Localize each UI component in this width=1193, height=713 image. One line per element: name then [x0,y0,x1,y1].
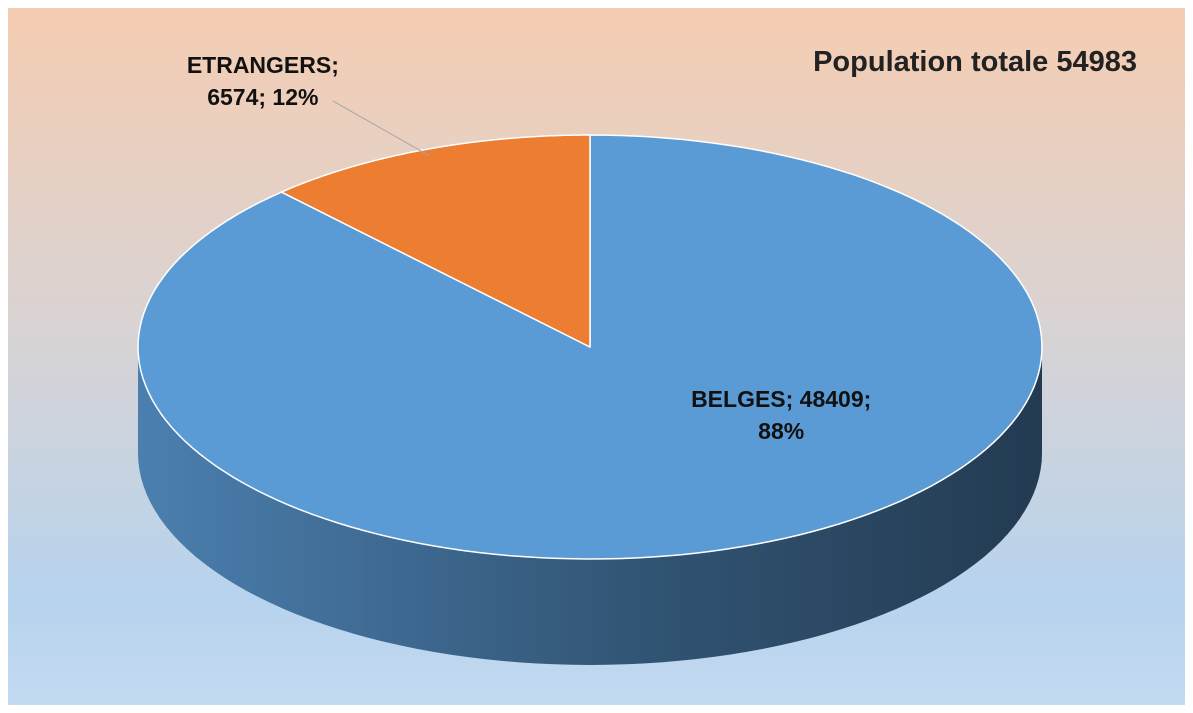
data-label: BELGES; 48409; 88% [691,386,872,445]
chart [137,100,1043,665]
pie-side [138,347,1042,665]
leader-line [332,100,430,157]
chart-title: Population totale 54983 [813,46,1137,78]
data-label: ETRANGERS; 6574; 12% [186,51,339,110]
pie-slice [280,134,591,348]
chart-frame: Population totale 54983 BELGES; 48409; 8… [8,8,1185,705]
